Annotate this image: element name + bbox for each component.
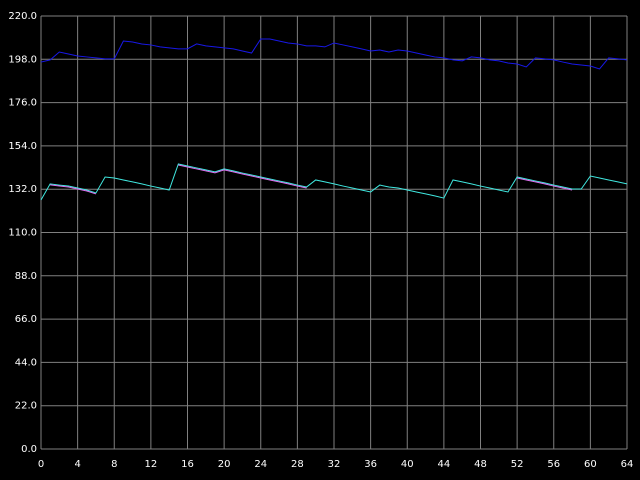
x-tick-label: 32 xyxy=(328,459,341,470)
x-tick-label: 44 xyxy=(438,459,451,470)
x-tick-label: 28 xyxy=(291,459,304,470)
series-line xyxy=(50,184,97,195)
x-tick-label: 4 xyxy=(74,459,80,470)
y-tick-label: 22.0 xyxy=(15,401,37,412)
x-tick-label: 0 xyxy=(38,459,44,470)
x-tick-label: 56 xyxy=(547,459,560,470)
y-tick-label: 220.0 xyxy=(8,11,37,22)
series-line xyxy=(178,164,307,189)
x-tick-label: 36 xyxy=(364,459,377,470)
y-tick-label: 110.0 xyxy=(8,228,37,239)
x-tick-label: 64 xyxy=(621,459,634,470)
y-tick-label: 176.0 xyxy=(8,98,37,109)
x-tick-label: 48 xyxy=(474,459,487,470)
x-tick-label: 40 xyxy=(401,459,414,470)
series-line xyxy=(40,163,628,201)
series-line xyxy=(40,38,628,70)
y-tick-label: 132.0 xyxy=(8,184,37,195)
x-tick-label: 24 xyxy=(254,459,267,470)
x-tick-label: 16 xyxy=(181,459,194,470)
x-tick-label: 20 xyxy=(218,459,231,470)
x-tick-label: 52 xyxy=(511,459,524,470)
y-tick-label: 88.0 xyxy=(15,271,37,282)
x-tick-label: 12 xyxy=(145,459,158,470)
y-tick-label: 66.0 xyxy=(15,314,37,325)
y-tick-label: 154.0 xyxy=(8,141,37,152)
y-tick-label: 198.0 xyxy=(8,54,37,65)
x-tick-label: 60 xyxy=(584,459,597,470)
y-tick-label: 44.0 xyxy=(15,357,37,368)
x-tick-label: 8 xyxy=(111,459,117,470)
series-line xyxy=(517,177,573,191)
y-tick-label: 0.0 xyxy=(21,444,37,455)
